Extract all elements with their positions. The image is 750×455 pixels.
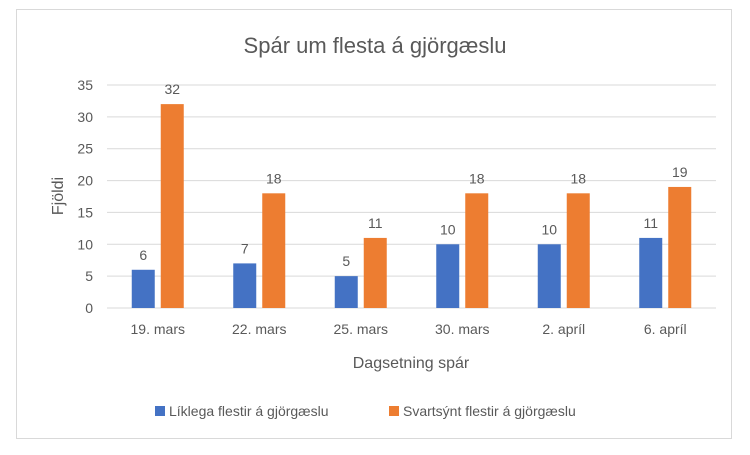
y-axis-label: Fjöldi xyxy=(50,177,67,215)
data-label: 10 xyxy=(440,221,456,237)
legend-swatch xyxy=(155,406,165,416)
bar xyxy=(334,276,358,308)
data-label: 10 xyxy=(541,221,557,237)
y-tick-label: 25 xyxy=(77,141,93,157)
data-label: 7 xyxy=(241,240,249,256)
data-label: 5 xyxy=(342,253,350,269)
data-label: 18 xyxy=(469,170,485,186)
x-tick-label: 30. mars xyxy=(435,321,489,337)
bar xyxy=(131,269,155,308)
y-tick-label: 10 xyxy=(77,236,93,252)
bar xyxy=(465,193,489,308)
x-tick-label: 6. apríl xyxy=(644,321,687,337)
y-tick-label: 0 xyxy=(85,300,93,316)
data-label: 18 xyxy=(266,170,282,186)
x-tick-label: 19. mars xyxy=(131,321,185,337)
bar xyxy=(537,244,561,308)
data-label: 11 xyxy=(368,215,383,231)
bar xyxy=(160,104,184,308)
data-label: 19 xyxy=(672,164,688,180)
chart-title: Spár um flesta á gjörgæslu xyxy=(244,33,507,58)
x-tick-label: 25. mars xyxy=(334,321,388,337)
y-tick-label: 5 xyxy=(85,268,93,284)
x-axis-label: Dagsetning spár xyxy=(353,355,470,372)
bar xyxy=(566,193,590,308)
legend-swatch xyxy=(389,406,399,416)
bar xyxy=(262,193,286,308)
x-tick-label: 22. mars xyxy=(232,321,286,337)
legend-label: Svartsýnt flestir á gjörgæslu xyxy=(403,403,576,419)
bar xyxy=(668,186,692,308)
data-label: 11 xyxy=(643,215,658,231)
data-label: 6 xyxy=(139,247,147,263)
y-tick-label: 20 xyxy=(77,173,93,189)
bar xyxy=(436,244,460,308)
legend-label: Líklega flestir á gjörgæslu xyxy=(169,403,329,419)
data-label: 32 xyxy=(164,81,180,97)
bar xyxy=(363,237,387,308)
x-tick-label: 2. apríl xyxy=(542,321,585,337)
y-tick-label: 15 xyxy=(77,204,93,220)
y-tick-label: 35 xyxy=(77,77,93,93)
chart-frame xyxy=(16,9,732,439)
bar xyxy=(639,237,663,308)
bar xyxy=(233,263,257,308)
data-label: 18 xyxy=(570,170,586,186)
y-tick-label: 30 xyxy=(77,109,93,125)
